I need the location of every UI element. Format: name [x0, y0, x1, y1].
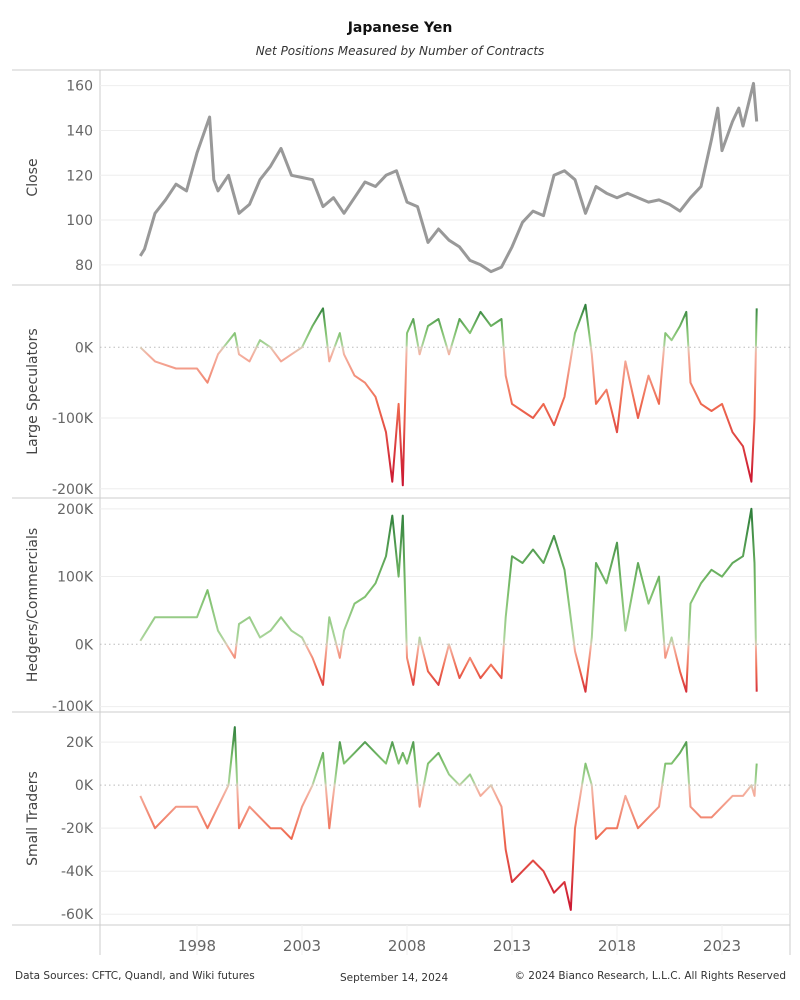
y-tick-label: -100K — [52, 699, 94, 715]
y-tick-label: 100K — [57, 570, 94, 586]
chart-title: Japanese Yen — [347, 20, 453, 36]
y-tick-label: -40K — [61, 864, 94, 880]
y-tick-label: 160 — [66, 79, 93, 95]
y-axis-label: Large Speculators — [25, 328, 41, 454]
y-tick-label: 80 — [75, 258, 93, 274]
data-sources: Data Sources: CFTC, Quandl, and Wiki fut… — [15, 970, 255, 982]
y-tick-label: 0K — [75, 340, 94, 356]
series-line-hedgers-commercials — [139, 507, 758, 693]
y-tick-label: 120 — [66, 168, 93, 184]
y-tick-label: -60K — [61, 907, 94, 923]
y-axis-label: Small Traders — [25, 771, 41, 866]
y-tick-label: 0K — [75, 637, 94, 653]
y-tick-label: -20K — [61, 821, 94, 837]
y-tick-label: 200K — [57, 502, 94, 518]
report-date: September 14, 2024 — [340, 972, 449, 984]
y-axis-label: Hedgers/Commercials — [25, 528, 41, 682]
y-tick-label: 0K — [75, 778, 94, 794]
y-tick-label: -100K — [52, 411, 94, 427]
y-tick-label: 20K — [66, 735, 94, 751]
chart-subtitle: Net Positions Measured by Number of Cont… — [255, 44, 545, 58]
series-line-small-traders — [139, 726, 758, 911]
x-tick-label: 2008 — [388, 937, 426, 955]
x-tick-label: 2013 — [493, 937, 531, 955]
series-line-large-speculators — [139, 303, 758, 487]
x-tick-label: 2018 — [598, 937, 636, 955]
x-tick-label: 1998 — [178, 937, 216, 955]
x-tick-label: 2003 — [283, 937, 321, 955]
y-tick-label: 100 — [66, 213, 93, 229]
series-line-close — [139, 81, 759, 274]
copyright: © 2024 Bianco Research, L.L.C. All Right… — [514, 970, 786, 982]
y-axis-label: Close — [25, 158, 41, 196]
y-tick-label: 140 — [66, 123, 93, 139]
y-tick-label: -200K — [52, 482, 94, 498]
x-tick-label: 2023 — [703, 937, 741, 955]
